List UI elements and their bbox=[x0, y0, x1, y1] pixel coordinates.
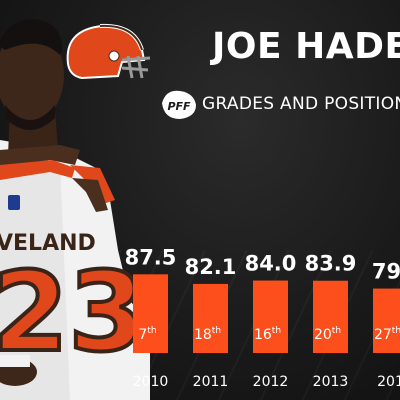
pff-logo: PFF bbox=[162, 90, 196, 119]
bar-2011 bbox=[193, 283, 228, 353]
rank-label-2013: 20th bbox=[314, 326, 341, 343]
chart-subtitle: GRADES AND POSITION bbox=[202, 94, 400, 114]
value-label-2010: 87.5 bbox=[125, 245, 177, 269]
value-label-2011: 82.1 bbox=[185, 255, 237, 279]
bar-2012 bbox=[253, 280, 288, 353]
svg-text:PFF: PFF bbox=[167, 100, 191, 113]
rank-label-2014: 27th bbox=[374, 326, 400, 343]
value-label-2012: 84.0 bbox=[245, 252, 297, 276]
x-tick-label-2013: 2013 bbox=[313, 374, 349, 390]
browns-helmet-logo bbox=[66, 23, 151, 80]
value-label-2013: 83.9 bbox=[305, 252, 357, 276]
x-tick-label-2012: 2012 bbox=[253, 374, 289, 390]
bar-2013 bbox=[313, 280, 348, 353]
svg-text:23: 23 bbox=[0, 248, 145, 376]
player-photo: VELAND 23 bbox=[0, 19, 150, 400]
svg-text:VELAND: VELAND bbox=[0, 231, 96, 256]
x-tick-label-2011: 2011 bbox=[193, 374, 229, 390]
rank-label-2012: 16th bbox=[254, 326, 281, 343]
rank-label-2010: 7th bbox=[138, 326, 156, 343]
bar-2014 bbox=[373, 288, 400, 353]
rank-label-2011: 18th bbox=[194, 326, 221, 343]
bar-2010 bbox=[133, 274, 168, 353]
value-label-2014: 79. bbox=[372, 260, 400, 284]
x-tick-label-2010: 2010 bbox=[133, 374, 169, 390]
page-title: JOE HADEN bbox=[212, 26, 400, 67]
x-tick-label-2014: 201 bbox=[377, 374, 400, 390]
